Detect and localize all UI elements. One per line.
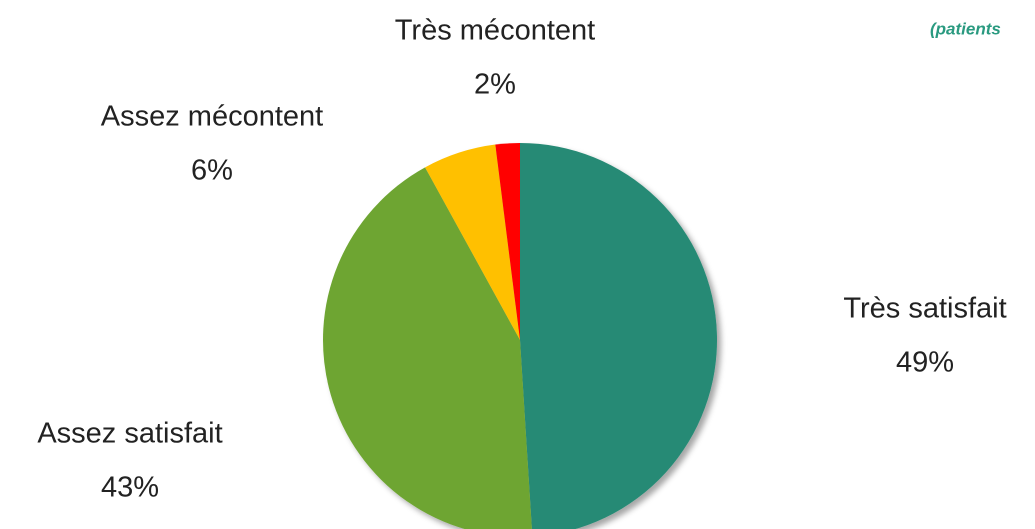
value-label: 2% <box>474 69 516 101</box>
value-label: 43% <box>101 472 159 504</box>
pie <box>323 143 717 529</box>
slice-label: Assez satisfait <box>37 418 222 450</box>
pie-slice <box>520 143 717 529</box>
pie-slice <box>323 167 532 529</box>
slice-label: Assez mécontent <box>101 101 323 133</box>
value-label: 49% <box>896 347 954 379</box>
pie-slice <box>425 144 520 340</box>
value-label: 6% <box>191 155 233 187</box>
slice-label: Très satisfait <box>843 293 1006 325</box>
slice-label: Très mécontent <box>395 15 595 47</box>
pie-slice <box>495 143 520 340</box>
chart-subtitle: (patients <box>930 19 1001 38</box>
